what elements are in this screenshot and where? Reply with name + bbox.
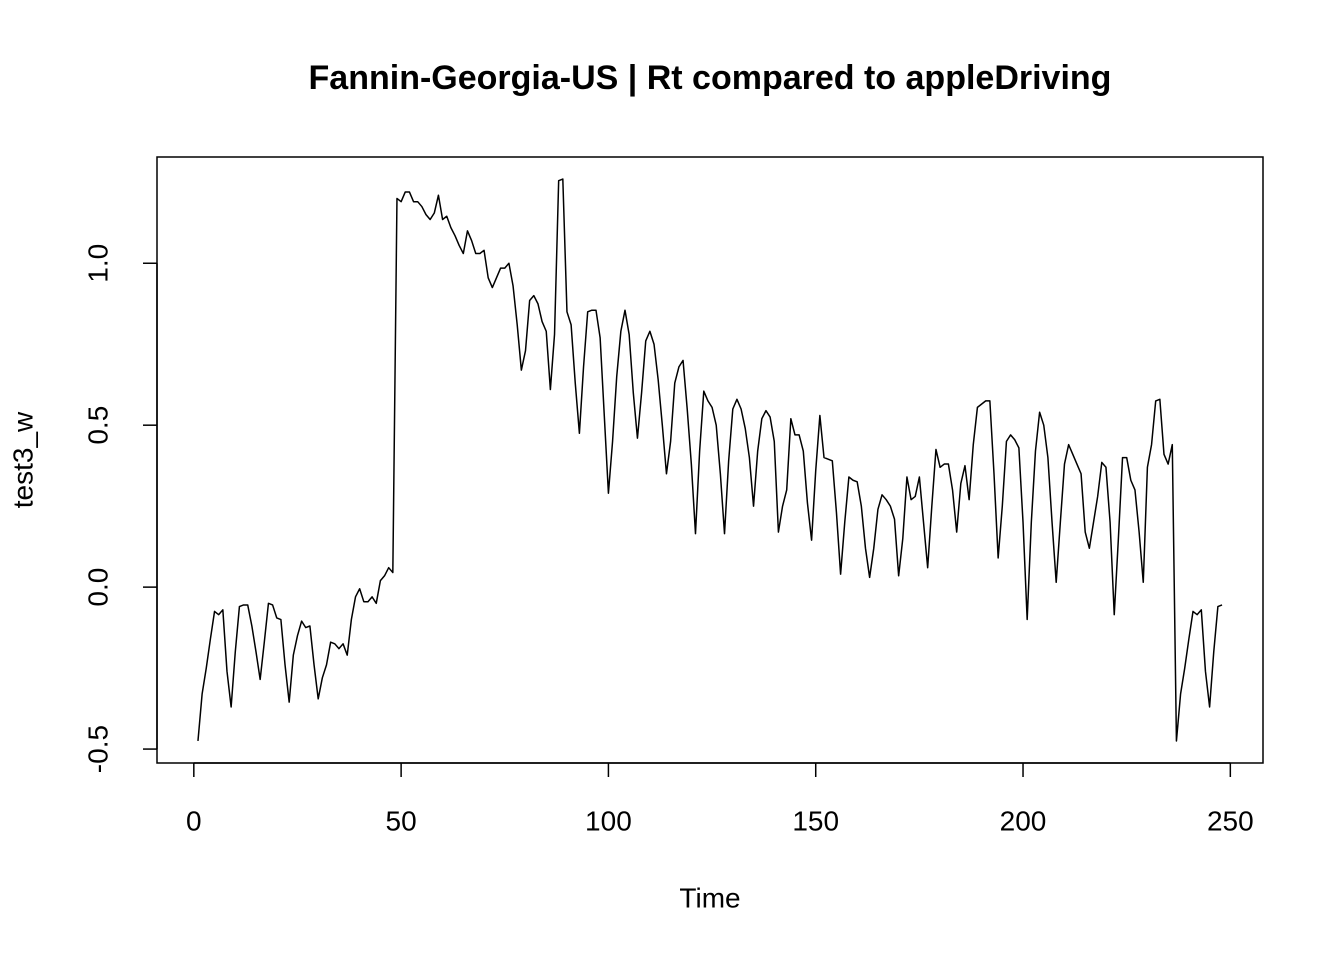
plot-box (156, 156, 1264, 764)
y-axis-label: test3_w (7, 411, 38, 508)
y-tick-label: 0.5 (82, 406, 113, 445)
x-tick-label: 50 (386, 805, 417, 836)
y-tick-label: -0.5 (82, 725, 113, 773)
x-tick-label: 0 (186, 805, 202, 836)
data-line (197, 178, 1223, 742)
x-tick-label: 200 (1000, 805, 1047, 836)
y-tick-label: 0.0 (82, 568, 113, 607)
y-tick-label: 1.0 (82, 244, 113, 283)
x-tick-label: 100 (585, 805, 632, 836)
x-tick-label: 250 (1207, 805, 1254, 836)
x-tick-label: 150 (792, 805, 839, 836)
x-axis-label: Time (679, 882, 740, 913)
chart-title: Fannin-Georgia-US | Rt compared to apple… (309, 59, 1112, 97)
